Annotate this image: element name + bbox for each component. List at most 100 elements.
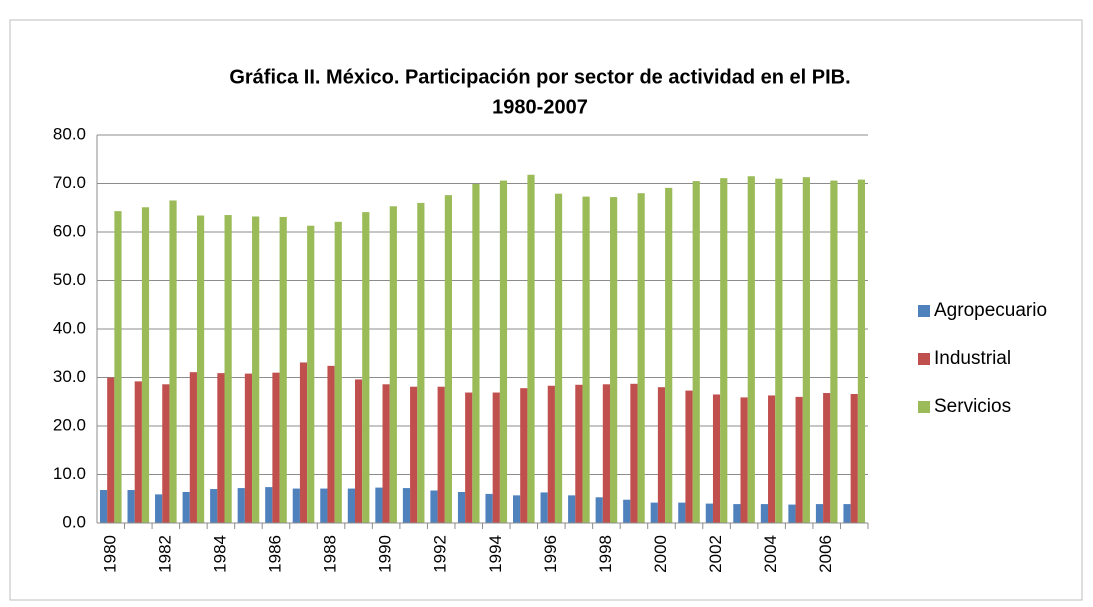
chart-title: Gráfica II. México. Participación por se… — [229, 66, 850, 88]
bar — [375, 487, 383, 523]
x-tick-label: 1986 — [265, 535, 284, 573]
bar — [127, 490, 135, 523]
bar — [279, 216, 287, 523]
bar — [665, 187, 673, 524]
bar — [402, 488, 411, 523]
bar — [637, 193, 645, 523]
bar — [554, 193, 563, 523]
bar — [417, 202, 425, 523]
y-tick-label: 70.0 — [53, 173, 86, 192]
bar — [575, 384, 583, 523]
bar — [182, 491, 190, 523]
x-tick-label: 1998 — [596, 535, 615, 573]
bar — [347, 488, 355, 523]
chart-title: 1980-2007 — [492, 96, 588, 118]
bar — [492, 392, 500, 523]
x-tick-label: 1994 — [486, 535, 505, 573]
bar — [815, 504, 824, 523]
bar — [162, 384, 170, 523]
bar — [843, 504, 851, 523]
bar — [252, 216, 260, 524]
bar — [299, 362, 308, 523]
bar — [265, 487, 273, 523]
x-tick-label: 1984 — [210, 535, 229, 573]
bar — [823, 393, 831, 523]
legend-swatch — [918, 401, 930, 413]
bar — [354, 379, 363, 523]
x-tick-label: 1982 — [155, 535, 174, 573]
y-tick-label: 40.0 — [53, 318, 86, 337]
bar — [437, 386, 445, 523]
bar — [141, 207, 150, 523]
bar — [678, 502, 686, 523]
bar — [775, 178, 783, 523]
bar — [802, 177, 810, 523]
bar — [320, 488, 328, 523]
y-tick-label: 60.0 — [53, 221, 86, 240]
bar — [540, 492, 548, 523]
bar — [747, 176, 755, 523]
bar — [705, 503, 713, 523]
legend-swatch — [918, 305, 930, 317]
bar — [595, 497, 603, 523]
bar — [602, 384, 611, 523]
bar — [155, 494, 163, 523]
bar — [307, 225, 315, 523]
legend-label: Agropecuario — [934, 300, 1047, 321]
bar — [114, 211, 122, 523]
bar — [327, 365, 335, 523]
bar — [237, 488, 245, 523]
legend-label: Servicios — [934, 396, 1011, 417]
y-tick-label: 50.0 — [53, 270, 86, 289]
bar — [760, 504, 769, 523]
x-tick-label: 1992 — [431, 535, 450, 573]
bar — [610, 197, 618, 523]
bar — [720, 178, 728, 524]
y-tick-label: 80.0 — [53, 124, 86, 143]
bar — [362, 212, 370, 524]
bar — [272, 372, 280, 523]
bar — [520, 388, 528, 523]
bar — [334, 221, 342, 523]
x-tick-label: 2006 — [816, 535, 835, 573]
y-tick-label: 20.0 — [53, 415, 86, 434]
bar — [499, 180, 508, 523]
y-tick-label: 0.0 — [62, 512, 86, 531]
bar — [169, 200, 177, 523]
bar — [623, 499, 631, 523]
bar — [244, 373, 253, 523]
bar — [465, 392, 473, 523]
bar — [430, 490, 438, 523]
bar — [630, 383, 638, 523]
bar — [513, 495, 521, 523]
bar — [472, 183, 480, 524]
y-tick-label: 30.0 — [53, 367, 86, 386]
x-tick-label: 1996 — [541, 535, 560, 573]
bar — [568, 495, 576, 523]
x-tick-label: 2002 — [706, 535, 725, 573]
bar — [788, 504, 796, 523]
bar — [527, 174, 535, 523]
bar — [830, 180, 838, 523]
bar — [107, 377, 115, 523]
bar — [217, 373, 225, 523]
bar — [733, 504, 741, 523]
bar — [224, 215, 232, 523]
bar — [196, 215, 205, 523]
bar — [410, 386, 418, 523]
y-tick-label: 10.0 — [53, 464, 86, 483]
bar — [650, 502, 658, 523]
bar — [389, 206, 397, 524]
bar — [768, 395, 776, 523]
legend-label: Industrial — [934, 348, 1011, 369]
bar — [740, 397, 748, 523]
bar — [382, 384, 390, 523]
bar — [850, 393, 858, 523]
bar — [444, 195, 452, 523]
x-tick-label: 2000 — [651, 535, 670, 573]
bar — [685, 390, 693, 523]
bar — [712, 394, 721, 523]
bar — [582, 196, 590, 523]
x-tick-label: 1988 — [321, 535, 340, 573]
